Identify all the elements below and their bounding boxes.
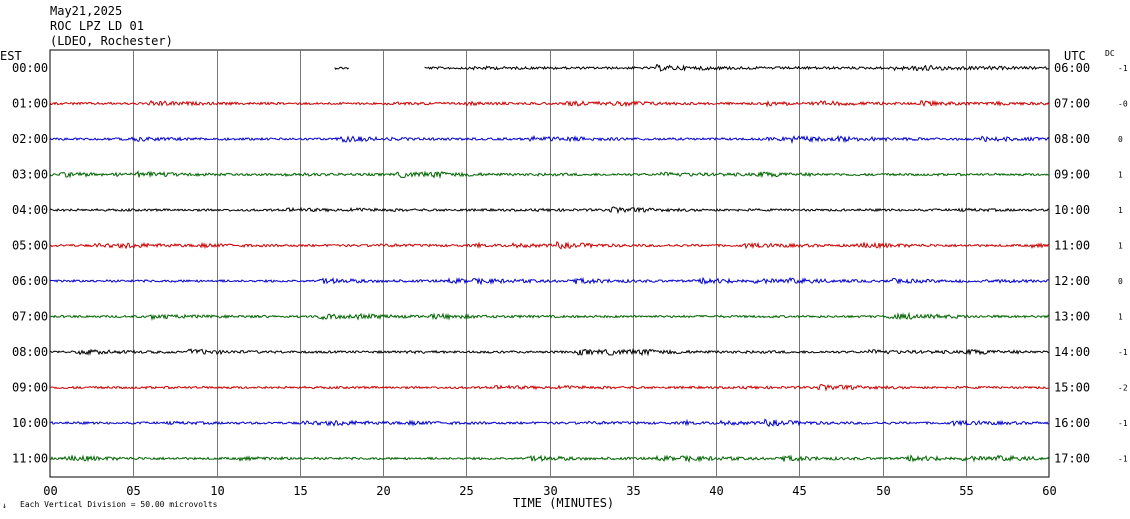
est-hour-label: 11:00 [12,452,48,466]
dc-offset-label: 0 [1118,135,1123,144]
x-tick-label: 25 [459,484,473,498]
trace-0300 [49,170,1050,179]
x-tick-label: 00 [43,484,57,498]
est-hour-label: 07:00 [12,310,48,324]
est-axis-title: EST [0,49,22,63]
utc-hour-label: 14:00 [1054,345,1090,359]
utc-hour-label: 08:00 [1054,132,1090,146]
x-tick-label: 20 [376,484,390,498]
x-tick-label: 60 [1042,484,1056,498]
est-hour-label: 09:00 [12,381,48,395]
x-tick-label: 15 [293,484,307,498]
trace-0200 [49,134,1050,145]
est-hour-label: 02:00 [12,132,48,146]
network-name: (LDEO, Rochester) [50,34,173,48]
x-tick-label: 45 [792,484,806,498]
utc-hour-label: 10:00 [1054,203,1090,217]
x-tick-label: 50 [876,484,890,498]
trace-1000 [49,418,1050,428]
seismic-traces [49,64,1050,464]
footer-mark: ↓ [2,501,7,510]
utc-hour-label: 15:00 [1054,381,1090,395]
utc-hour-label: 17:00 [1054,452,1090,466]
x-tick-label: 10 [210,484,224,498]
x-tick-label: 55 [959,484,973,498]
utc-hour-label: 09:00 [1054,168,1090,182]
x-tick-label: 30 [543,484,557,498]
dc-offset-label: -1 [1118,455,1128,464]
utc-hour-label: 12:00 [1054,274,1090,288]
dc-offset-label: 1 [1118,242,1123,251]
chart-date: May21,2025 [50,4,123,18]
utc-hour-label: 07:00 [1054,97,1090,111]
est-hour-label: 04:00 [12,203,48,217]
dc-offset-label: 1 [1118,171,1123,180]
utc-hour-label: 16:00 [1054,416,1090,430]
dc-offset-label: -0 [1118,100,1128,109]
trace-0500 [49,241,1050,250]
utc-hour-label: 13:00 [1054,310,1090,324]
trace-0800 [49,347,1050,357]
plot-frame [49,49,1050,478]
est-hour-label: 08:00 [12,345,48,359]
grid-lines [49,49,1050,478]
trace-1100 [49,454,1050,464]
est-hour-label: 03:00 [12,168,48,182]
footer-scale-note: Each Vertical Division = 50.00 microvolt… [20,500,218,509]
trace-0600 [49,276,1049,286]
dc-offset-label: -2 [1118,384,1128,393]
trace-0000-seg1 [424,64,1049,72]
dc-title: DC [1105,49,1115,58]
est-hour-label: 10:00 [12,416,48,430]
trace-0900 [49,383,1050,392]
utc-axis-title: UTC [1064,49,1086,63]
dc-offset-label: -1 [1118,64,1128,73]
x-tick-label: 40 [709,484,723,498]
trace-0000-seg0 [334,66,350,70]
x-axis-title: TIME (MINUTES) [513,496,614,510]
est-hour-label: 05:00 [12,239,48,253]
est-hour-label: 01:00 [12,97,48,111]
x-tick-label: 05 [126,484,140,498]
trace-0400 [49,206,1050,215]
est-hour-label: 06:00 [12,274,48,288]
dc-offset-label: -1 [1118,348,1128,357]
station-code: ROC LPZ LD 01 [50,19,144,33]
trace-0700 [49,311,1050,321]
utc-hour-label: 11:00 [1054,239,1090,253]
trace-0100 [49,99,1050,108]
utc-hour-label: 06:00 [1054,61,1090,75]
dc-offset-label: 1 [1118,206,1123,215]
dc-offset-label: -1 [1118,419,1128,428]
x-tick-label: 35 [626,484,640,498]
dc-offset-label: 0 [1118,277,1123,286]
est-hour-label: 00:00 [12,61,48,75]
dc-offset-label: 1 [1118,313,1123,322]
